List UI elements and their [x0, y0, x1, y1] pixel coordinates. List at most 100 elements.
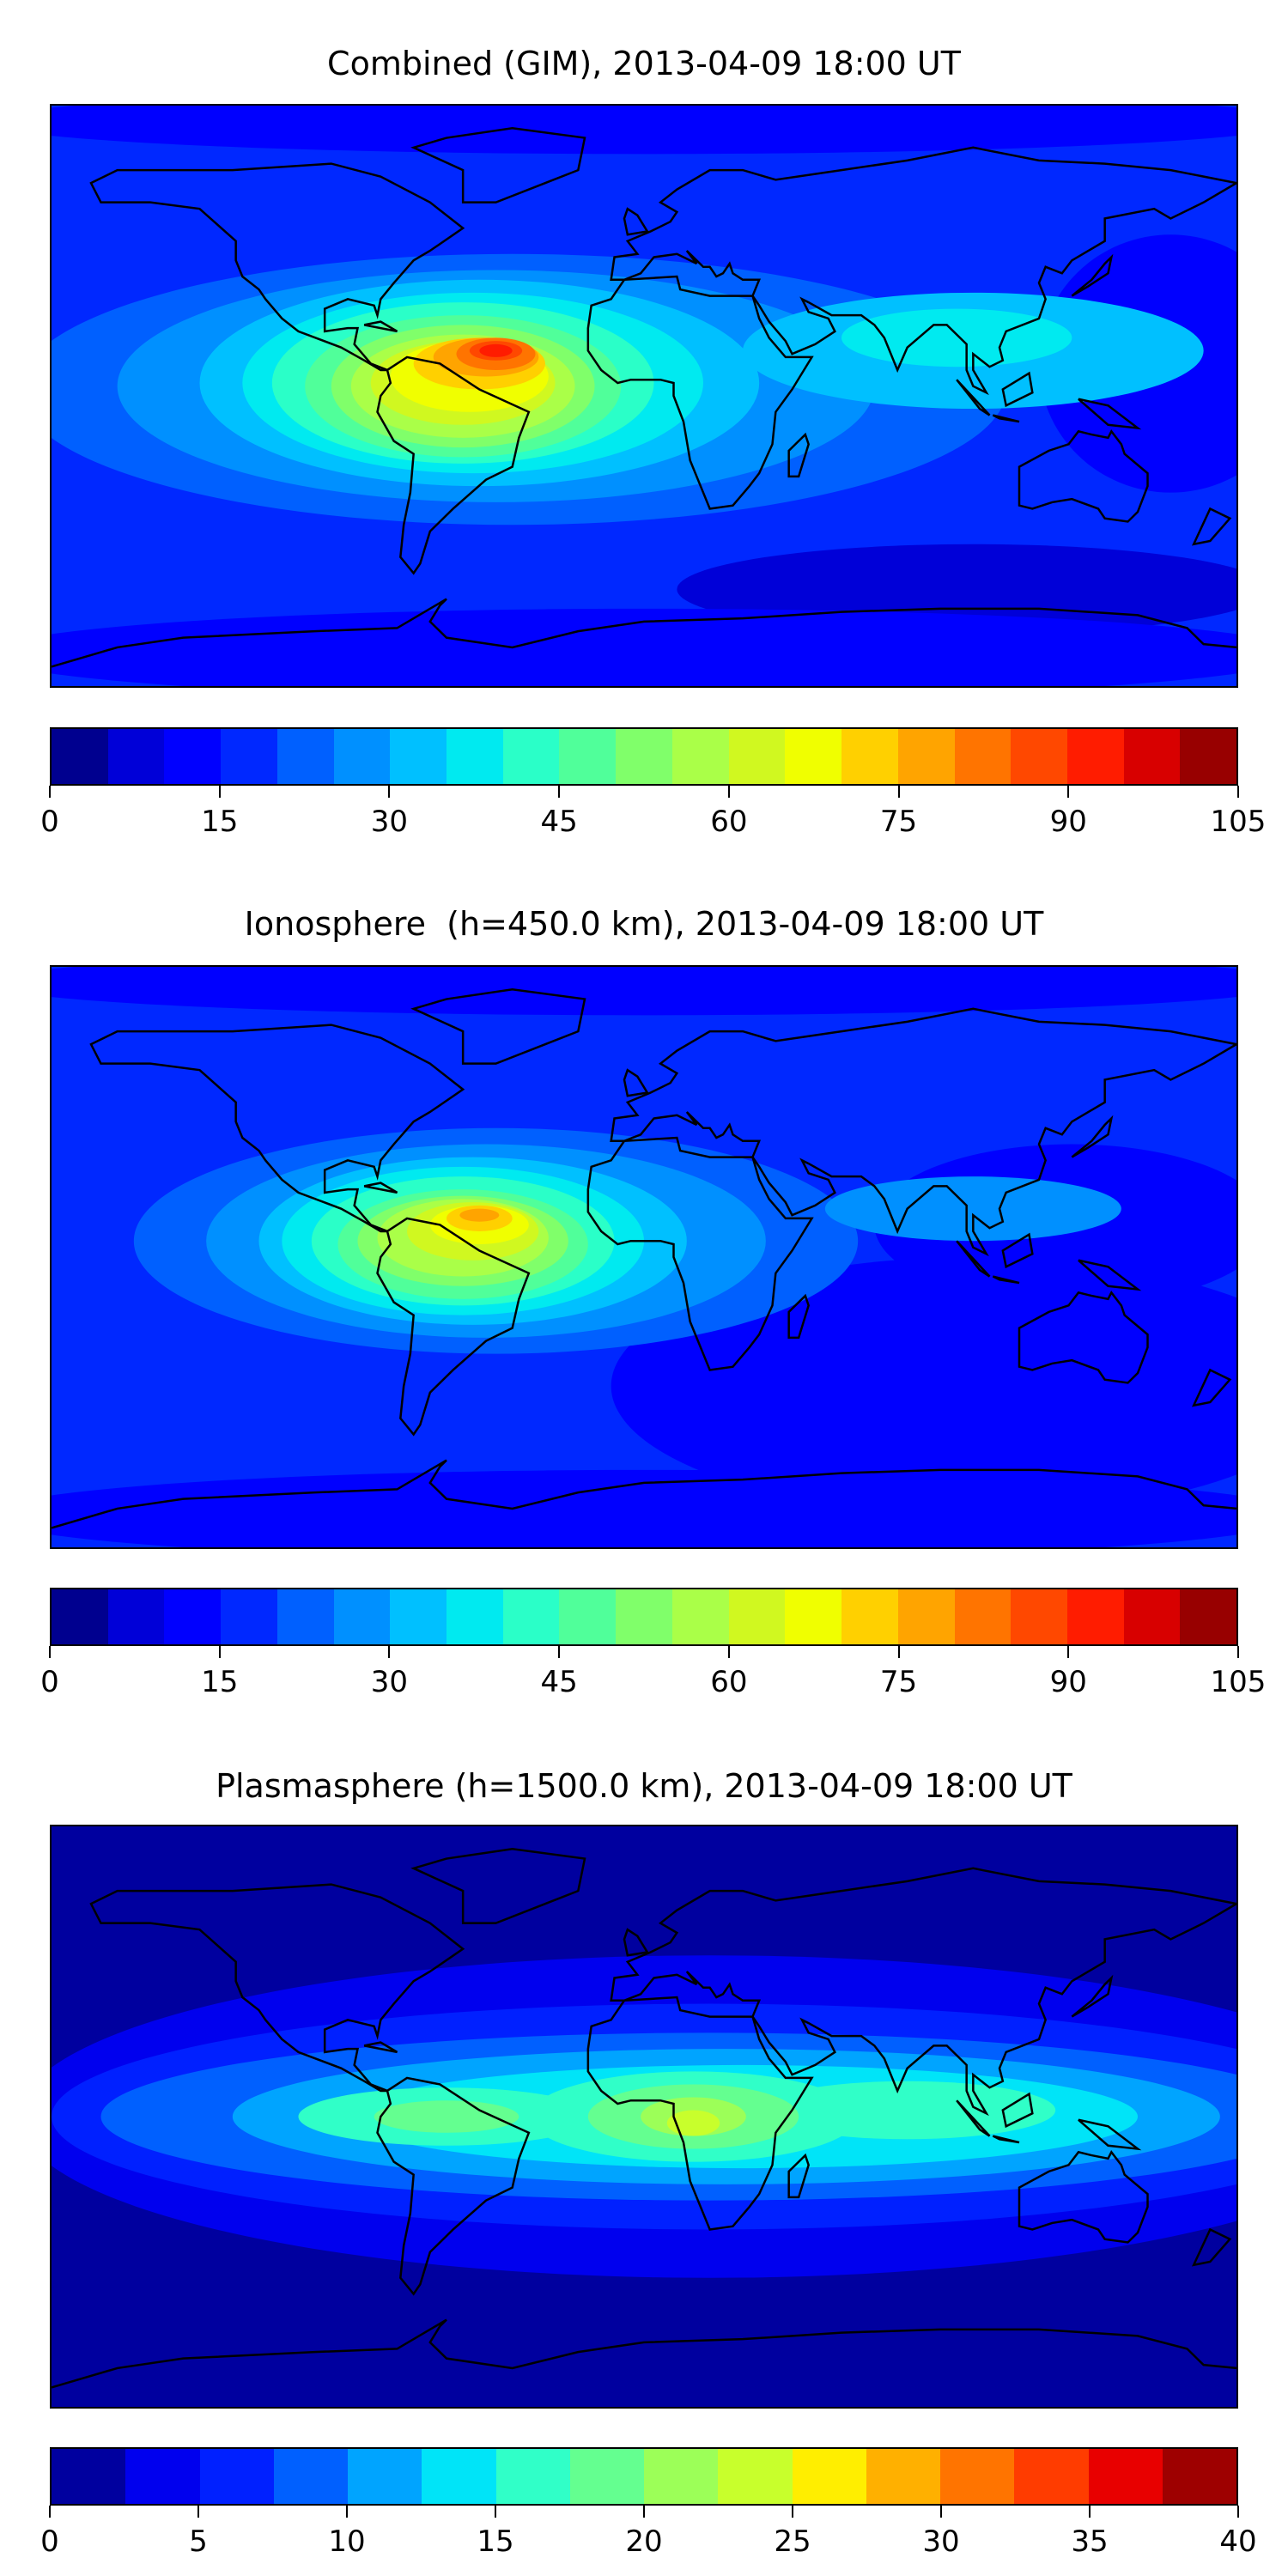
colorbar-segment — [1180, 729, 1237, 784]
colorbar-tick — [218, 1646, 221, 1658]
map-svg — [52, 106, 1236, 686]
contour-level — [611, 1257, 1236, 1516]
coastline-antarctica — [52, 2320, 1236, 2388]
colorbar-segment — [348, 2449, 422, 2504]
coastline — [789, 2155, 809, 2197]
coastline — [588, 1138, 812, 1370]
coastline-antarctica — [52, 1461, 1236, 1528]
colorbar-segment — [447, 729, 503, 784]
coastline — [624, 1070, 647, 1096]
colorbar-tick — [558, 1646, 561, 1658]
colorbar-tick — [1067, 1646, 1070, 1658]
colorbar-segment — [866, 2449, 940, 2504]
coastline — [957, 1241, 989, 1276]
colorbar-tick-label: 90 — [1049, 805, 1087, 839]
colorbar-tick-label: 0 — [40, 2524, 59, 2559]
colorbar-segment — [52, 1589, 108, 1644]
coastline — [789, 434, 809, 477]
colorbar-segment — [897, 1589, 955, 1644]
colorbar-segment — [785, 1589, 842, 1644]
colorbar-tick-label: 45 — [540, 1665, 578, 1699]
coastline — [624, 209, 647, 234]
colorbar-segment — [718, 2449, 793, 2504]
colorbar-tick-label: 15 — [201, 805, 239, 839]
coastline — [588, 1997, 812, 2229]
colorbar-tick — [388, 786, 391, 798]
coastline — [957, 2100, 989, 2136]
panel-2-colorbar-ticks: 0 15 30 45 60 75 90 105 — [40, 1646, 1266, 1699]
colorbar-segment — [954, 1589, 1012, 1644]
colorbar-segment — [502, 1589, 560, 1644]
colorbar-tick — [346, 2506, 348, 2518]
colorbar-tick-label: 30 — [370, 1665, 409, 1699]
coastline — [378, 2078, 529, 2294]
colorbar-segment — [276, 729, 334, 784]
colorbar-segment — [569, 2449, 644, 2504]
colorbar-segment — [276, 1589, 334, 1644]
colorbar-tick-label: 0 — [40, 1665, 59, 1699]
coastline — [993, 1277, 1019, 1284]
colorbar-tick — [940, 2506, 942, 2518]
coastline — [1019, 2152, 1148, 2242]
coastline — [1078, 399, 1138, 428]
colorbar-segment — [447, 1589, 503, 1644]
colorbar-segment — [940, 2449, 1015, 2504]
coastline — [1072, 1119, 1111, 1157]
colorbar-segment — [954, 729, 1012, 784]
panel-3-colorbar-ticks: 0 5 10 15 20 25 30 35 40 — [40, 2506, 1257, 2559]
panel-2-colorbar — [50, 1588, 1238, 1646]
coastline — [1003, 1235, 1033, 1267]
colorbar-tick — [1237, 786, 1239, 798]
coastline — [789, 1296, 809, 1338]
colorbar-segment — [1011, 729, 1067, 784]
coastline — [1019, 431, 1148, 521]
coastline — [91, 1025, 463, 1231]
contour-level — [459, 1208, 500, 1222]
coastline — [993, 416, 1019, 422]
contour-level — [52, 967, 1236, 1016]
coastline — [1078, 1261, 1138, 1290]
colorbar-segment — [107, 729, 165, 784]
colorbar-tick-label: 40 — [1219, 2524, 1257, 2559]
coastline — [378, 357, 529, 574]
colorbar-tick-label: 5 — [189, 2524, 208, 2559]
colorbar-tick — [49, 786, 51, 798]
colorbar-tick-label: 45 — [540, 805, 578, 839]
coastline — [611, 1868, 1236, 2113]
coastline — [1194, 508, 1230, 544]
colorbar-segment — [1014, 2449, 1089, 2504]
colorbar-segment — [390, 729, 447, 784]
coastline — [624, 1929, 647, 1955]
colorbar-segment — [1123, 1589, 1181, 1644]
panel-3-colorbar — [50, 2447, 1238, 2506]
colorbar-segment — [559, 729, 617, 784]
colorbar-segment — [559, 1589, 617, 1644]
coastline — [993, 2136, 1019, 2143]
coastline — [1072, 258, 1111, 296]
colorbar-tick — [1237, 1646, 1239, 1658]
colorbar-segment — [52, 2449, 126, 2504]
colorbar-tick — [897, 1646, 900, 1658]
coastline — [1194, 2229, 1230, 2264]
colorbar-segment — [221, 729, 277, 784]
colorbar-tick-label: 15 — [477, 2524, 514, 2559]
colorbar-tick — [727, 786, 730, 798]
contour-level — [52, 106, 1236, 155]
panel-1-map — [50, 104, 1238, 688]
panel-1-title: Combined (GIM), 2013-04-09 18:00 UT — [327, 45, 961, 82]
colorbar-tick — [1237, 2506, 1239, 2518]
colorbar-segment — [792, 2449, 866, 2504]
colorbar-segment — [841, 729, 898, 784]
colorbar-segment — [164, 729, 222, 784]
coastline — [1072, 1978, 1111, 2017]
colorbar-segment — [502, 729, 560, 784]
colorbar-tick — [897, 786, 900, 798]
coastline-antarctica — [52, 599, 1236, 667]
panel-1-colorbar — [50, 727, 1238, 786]
colorbar-tick — [792, 2506, 793, 2518]
colorbar-segment — [841, 1589, 898, 1644]
panel-3-map — [50, 1825, 1238, 2409]
colorbar-tick — [727, 1646, 730, 1658]
colorbar-segment — [1066, 729, 1124, 784]
colorbar-segment — [1011, 1589, 1067, 1644]
